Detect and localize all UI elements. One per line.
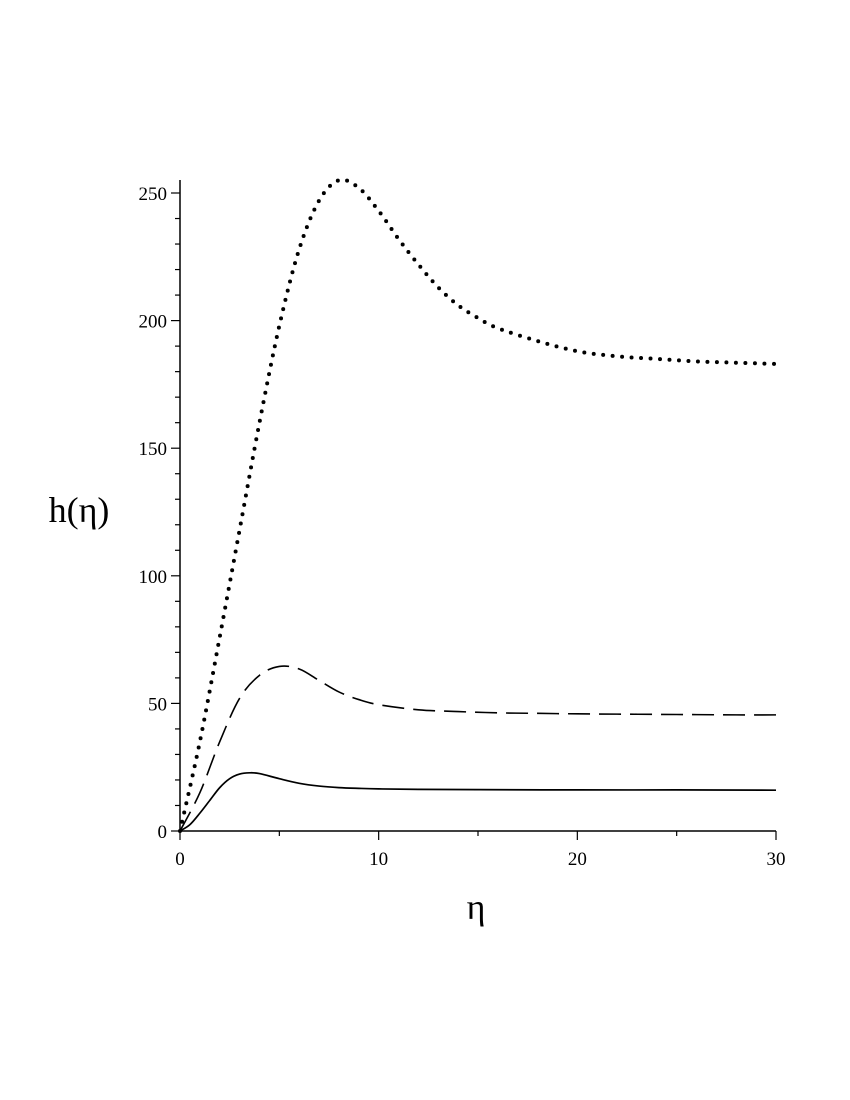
- tick-labels: 0 50 100 150 200 250 0 10 20 30: [139, 184, 786, 870]
- x-axis-title: η: [467, 887, 486, 927]
- axis-ticks: [171, 192, 777, 840]
- y-tick-label: 250: [139, 184, 168, 205]
- y-tick-label: 200: [139, 312, 168, 333]
- y-axis-title: h(η): [49, 490, 110, 530]
- x-tick-label: 0: [175, 849, 185, 870]
- series-line-dashed: [179, 665, 777, 832]
- y-tick-label: 150: [139, 439, 168, 460]
- x-tick-label: 30: [767, 849, 786, 870]
- y-tick-label: 100: [139, 567, 168, 588]
- series-line-dotted: [178, 177, 778, 833]
- y-tick-label: 0: [158, 822, 168, 843]
- x-tick-label: 20: [568, 849, 587, 870]
- series-layer: [178, 177, 778, 833]
- y-tick-label: 50: [148, 694, 167, 715]
- x-tick-label: 10: [369, 849, 388, 870]
- series-line-solid: [179, 771, 777, 832]
